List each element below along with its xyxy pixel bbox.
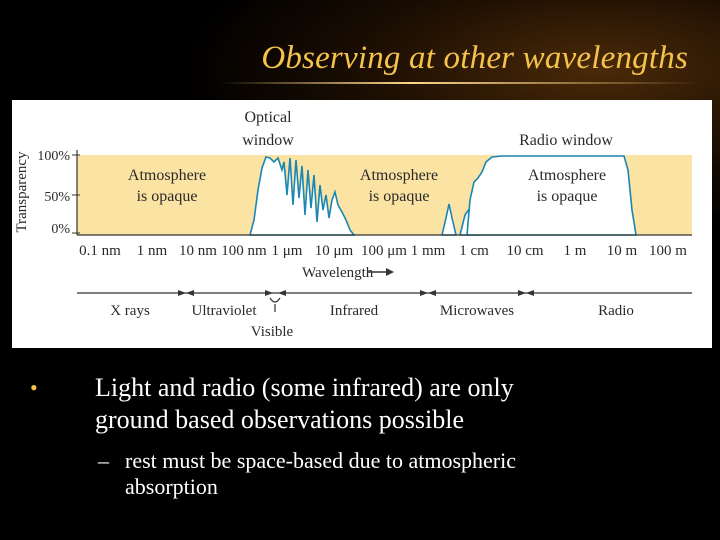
- band-label-radio: Radio: [598, 303, 634, 319]
- x-tick-label: 100 μm: [361, 243, 407, 259]
- transparency-figure: Transparency 100% 50% 0% Optical window …: [12, 100, 712, 348]
- x-tick-label: 1 mm: [411, 243, 446, 259]
- x-tick-label: 1 cm: [459, 243, 489, 259]
- x-tick-label: 10 cm: [506, 243, 543, 259]
- bullet-main-line1: Light and radio (some infrared) are only: [95, 373, 514, 402]
- optical-window-label-2: window: [242, 132, 294, 149]
- band-arrow-6: [428, 290, 436, 296]
- bullet-sub-line1: rest must be space-based due to atmosphe…: [125, 448, 516, 473]
- radio-window-curve: [466, 155, 637, 236]
- optical-window-label-1: Optical: [244, 109, 292, 126]
- band-label-infrared: Infrared: [330, 303, 379, 319]
- radio-window-label: Radio window: [519, 132, 613, 149]
- bullet-list: • Light and radio (some infrared) are on…: [30, 372, 690, 500]
- band-arrow-3: [265, 290, 273, 296]
- title-underline: [220, 82, 700, 84]
- x-tick-label: 10 m: [607, 243, 638, 259]
- visible-label: Visible: [251, 324, 294, 340]
- band-label-microwaves: Microwaves: [440, 303, 514, 319]
- band-arrow-8: [526, 290, 534, 296]
- bullet-main-line2: ground based observations possible: [95, 405, 465, 434]
- x-tick-label: 100 nm: [221, 243, 267, 259]
- x-tick-label: 1 nm: [137, 243, 168, 259]
- band-arrow-5: [420, 290, 428, 296]
- x-tick-label: 0.1 nm: [79, 243, 121, 259]
- bullet-dash: –: [98, 448, 109, 473]
- band-label-x-rays: X rays: [110, 303, 150, 319]
- opaque-label-1-line2: is opaque: [137, 188, 198, 205]
- opaque-label-3-line1: Atmosphere: [528, 167, 606, 184]
- band-arrow-7: [518, 290, 526, 296]
- transparency-diagram: Transparency 100% 50% 0% Optical window …: [14, 109, 692, 340]
- bullet-sub-line2: absorption: [125, 474, 218, 499]
- transparency-curve-fill: [248, 156, 356, 236]
- band-label-ultraviolet: Ultraviolet: [192, 303, 258, 319]
- band-arrow-4: [278, 290, 286, 296]
- wavelength-arrow-head: [386, 268, 394, 276]
- band-arrow-2: [186, 290, 194, 296]
- y-axis-title: Transparency: [14, 151, 30, 233]
- visible-bracket: [269, 297, 281, 303]
- x-tick-label: 1 μm: [272, 243, 303, 259]
- bullet-dot: •: [30, 375, 38, 400]
- opaque-label-3-line2: is opaque: [537, 188, 598, 205]
- x-axis-title: Wavelength: [302, 265, 374, 281]
- slide-title: Observing at other wavelengths: [261, 40, 688, 76]
- x-tick-labels: 0.1 nm 1 nm 10 nm 100 nm 1 μm 10 μm 100 …: [79, 243, 687, 259]
- band-arrow-1: [178, 290, 186, 296]
- opaque-label-2-line2: is opaque: [369, 188, 430, 205]
- x-tick-label: 100 m: [649, 243, 687, 259]
- bullet-item-sub: – rest must be space-based due to atmosp…: [30, 448, 690, 500]
- x-tick-label: 10 μm: [315, 243, 354, 259]
- y-tick-label-0: 0%: [51, 222, 70, 237]
- y-tick-label-100: 100%: [37, 149, 70, 164]
- x-tick-label: 10 nm: [179, 243, 217, 259]
- opaque-label-1-line1: Atmosphere: [128, 167, 206, 184]
- opaque-label-2-line1: Atmosphere: [360, 167, 438, 184]
- band-labels: X rays Ultraviolet Infrared Microwaves R…: [110, 303, 634, 319]
- x-tick-label: 1 m: [564, 243, 587, 259]
- y-tick-label-50: 50%: [44, 190, 70, 205]
- bullet-item-main: • Light and radio (some infrared) are on…: [30, 372, 690, 436]
